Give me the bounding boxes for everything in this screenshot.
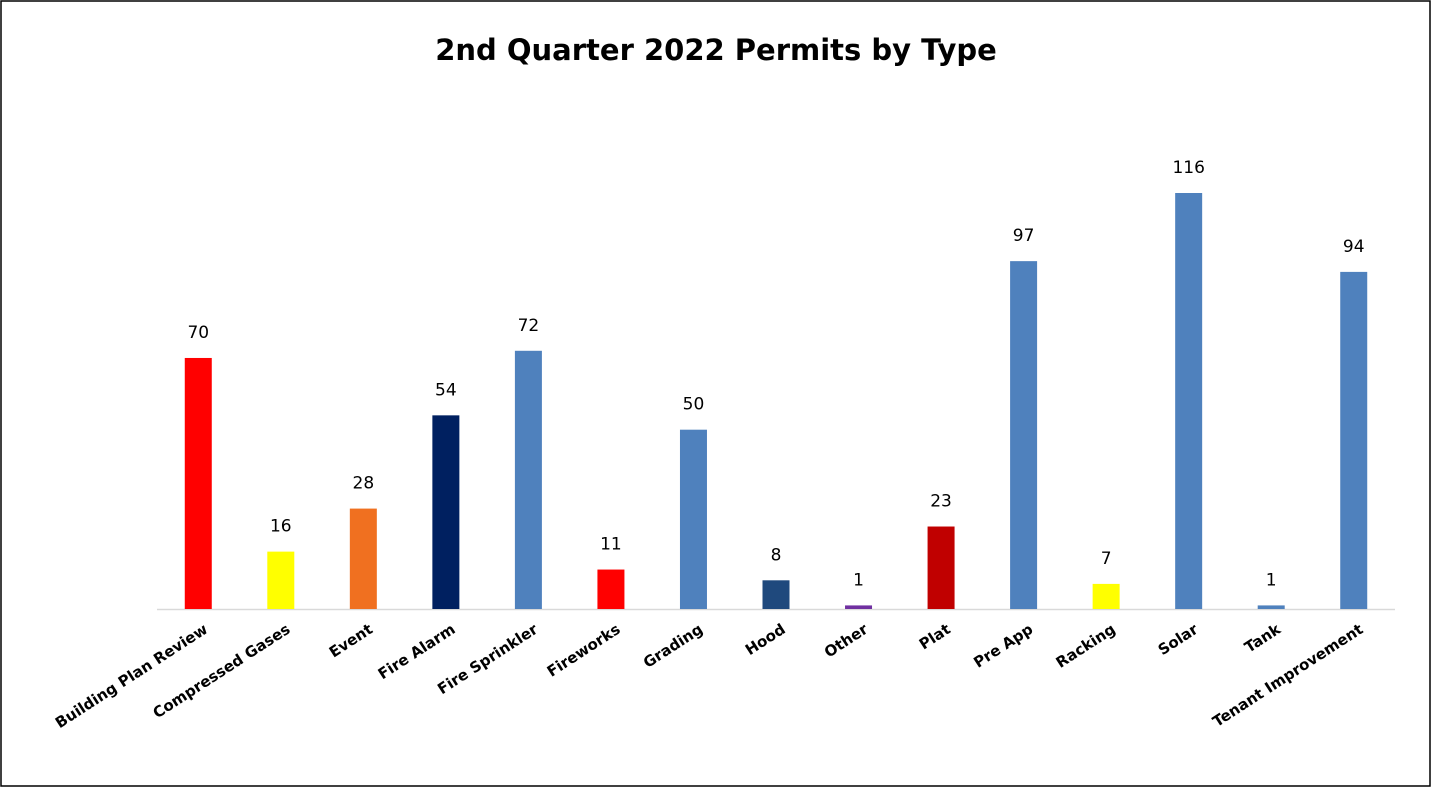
bar [597,569,625,609]
data-label: 116 [1172,158,1204,178]
data-label: 8 [771,545,782,565]
data-label: 28 [353,474,375,494]
bar [184,357,212,609]
bar [1010,261,1038,609]
bar [267,551,295,609]
bar [762,580,790,609]
data-label: 23 [930,492,952,512]
bar [1092,583,1120,609]
bar [845,605,873,609]
bar [679,429,707,609]
bar [514,350,542,609]
data-label: 1 [1266,570,1277,590]
bar [1175,193,1203,609]
data-label: 97 [1013,226,1035,246]
bar [349,508,377,609]
data-label: 72 [518,316,540,336]
data-label: 54 [435,380,457,400]
bar [1340,271,1368,609]
bar [1257,605,1285,609]
data-label: 1 [853,570,864,590]
data-label: 70 [187,323,209,343]
bar [432,415,460,609]
data-label: 94 [1343,237,1365,257]
data-label: 7 [1101,549,1112,569]
chart-title: 2nd Quarter 2022 Permits by Type [435,33,997,67]
data-label: 50 [683,395,705,415]
bar [927,526,955,609]
data-label: 11 [600,535,622,555]
data-label: 16 [270,517,292,537]
